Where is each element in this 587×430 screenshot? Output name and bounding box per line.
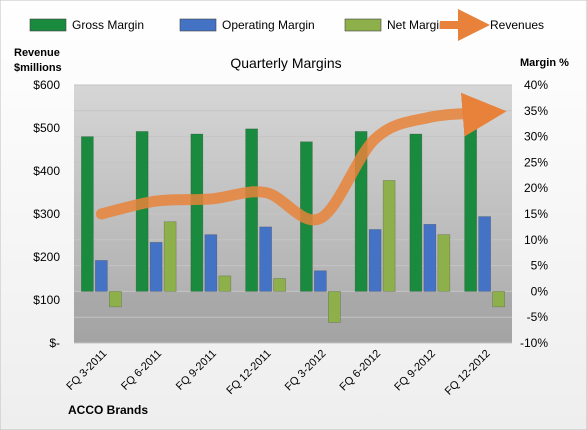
left-tick-label: $400: [33, 164, 60, 178]
bar-operating-margin: [368, 229, 382, 292]
left-tick-label: $300: [33, 207, 60, 221]
right-tick-label: 0%: [531, 284, 549, 298]
left-tick-label: $600: [33, 78, 60, 92]
bar-gross-margin: [81, 136, 94, 292]
left-tick-label: $500: [33, 121, 60, 135]
bar-gross-margin: [190, 133, 204, 292]
bar-series: [81, 120, 505, 323]
left-axis-ticks: $- $100 $200 $300 $400 $500 $600: [33, 78, 60, 350]
company-label: ACCO Brands: [68, 403, 148, 417]
bar-operating-margin: [95, 260, 108, 292]
right-tick-label: 15%: [524, 207, 548, 221]
legend-label: Revenues: [490, 18, 544, 32]
bar-gross-margin: [135, 131, 149, 292]
bar-operating-margin: [149, 242, 163, 292]
left-tick-label: $100: [33, 293, 60, 307]
right-axis-label: Margin %: [520, 57, 569, 69]
bar-operating-margin: [423, 224, 437, 292]
right-tick-label: 35%: [524, 104, 548, 118]
legend-label: Net Margin: [387, 18, 446, 32]
bar-operating-margin: [478, 216, 491, 292]
legend-swatch-gross-margin: [29, 18, 67, 32]
right-tick-label: 5%: [531, 259, 549, 273]
bar-operating-margin: [204, 234, 218, 292]
revenue-line-path: [95, 92, 507, 226]
right-tick-label: -5%: [527, 310, 549, 324]
bar-operating-margin: [314, 270, 327, 292]
left-tick-label: $200: [33, 250, 60, 264]
legend-label: Gross Margin: [72, 18, 144, 32]
legend-swatch-operating-margin: [179, 18, 217, 32]
bar-net-margin: [492, 291, 505, 308]
right-tick-label: 10%: [524, 233, 548, 247]
legend-swatch-net-margin: [344, 18, 382, 32]
right-tick-label: 40%: [524, 78, 548, 92]
right-tick-label: 25%: [524, 155, 548, 169]
bar-net-margin: [163, 221, 177, 292]
left-tick-label: $-: [49, 336, 60, 350]
revenue-line: [95, 92, 507, 226]
left-axis-label-line2: $millions: [14, 62, 62, 74]
legend-label: Operating Margin: [222, 18, 315, 32]
right-tick-label: 20%: [524, 181, 548, 195]
right-tick-label: -10%: [520, 336, 548, 350]
bar-net-margin: [382, 180, 396, 292]
bar-operating-margin: [259, 226, 272, 292]
legend: Gross Margin Operating Margin Net Margin Re…: [29, 9, 544, 41]
bar-net-margin: [437, 234, 451, 292]
bar-net-margin: [328, 291, 341, 323]
bar-gross-margin: [409, 133, 423, 292]
bar-gross-margin: [245, 128, 258, 292]
left-axis-label-line1: Revenue: [14, 47, 60, 59]
chart-title: Quarterly Margins: [230, 55, 341, 71]
bar-net-margin: [109, 291, 122, 308]
right-axis-ticks: -10% -5% 0% 5% 10% 15% 20% 25% 30% 35% 40%: [520, 78, 548, 350]
bar-gross-margin: [464, 120, 477, 292]
bar-net-margin: [218, 275, 232, 292]
bar-net-margin: [273, 278, 286, 292]
right-tick-label: 30%: [524, 130, 548, 144]
